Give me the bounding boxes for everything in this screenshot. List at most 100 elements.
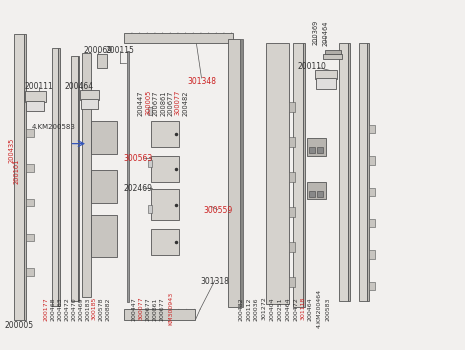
Text: 200861: 200861 bbox=[160, 90, 166, 116]
Bar bbox=[148, 160, 152, 167]
Bar bbox=[348, 43, 350, 301]
Text: 200112: 200112 bbox=[246, 298, 251, 321]
Text: 200069: 200069 bbox=[84, 46, 113, 55]
Bar bbox=[81, 99, 98, 109]
Bar bbox=[309, 191, 315, 197]
Text: 200101: 200101 bbox=[13, 159, 20, 184]
Text: 200369: 200369 bbox=[313, 20, 319, 46]
Bar bbox=[27, 164, 34, 172]
Text: 200677: 200677 bbox=[159, 298, 165, 321]
Text: 200111: 200111 bbox=[25, 82, 53, 91]
Bar bbox=[58, 48, 60, 306]
Bar bbox=[24, 34, 27, 320]
Text: 200005: 200005 bbox=[5, 321, 34, 330]
Bar bbox=[25, 91, 46, 102]
Text: 300077: 300077 bbox=[175, 90, 181, 115]
Bar bbox=[369, 282, 375, 290]
Bar bbox=[369, 250, 375, 259]
Bar bbox=[124, 33, 232, 43]
Bar bbox=[152, 156, 179, 182]
Text: 200583: 200583 bbox=[326, 298, 331, 321]
Text: 200468: 200468 bbox=[51, 298, 56, 321]
Bar bbox=[369, 188, 375, 196]
Bar bbox=[152, 121, 179, 147]
Bar bbox=[307, 182, 326, 199]
Text: 4.KM200464: 4.KM200464 bbox=[317, 289, 322, 328]
Bar bbox=[27, 101, 44, 111]
Text: 200464: 200464 bbox=[285, 298, 290, 321]
Bar bbox=[289, 137, 295, 147]
Bar bbox=[289, 207, 295, 217]
Bar bbox=[152, 229, 179, 255]
Bar bbox=[97, 54, 107, 68]
Text: 200677: 200677 bbox=[153, 90, 159, 116]
Text: 200677: 200677 bbox=[146, 298, 151, 321]
Bar bbox=[91, 215, 117, 257]
Bar bbox=[148, 205, 152, 213]
Text: 4.KM200583: 4.KM200583 bbox=[32, 124, 76, 130]
Bar bbox=[71, 56, 78, 301]
Text: 200464: 200464 bbox=[64, 82, 93, 91]
Text: 300559: 300559 bbox=[203, 206, 232, 215]
Bar bbox=[27, 199, 34, 206]
Bar bbox=[369, 156, 375, 164]
Bar bbox=[228, 39, 240, 307]
Bar bbox=[317, 78, 336, 89]
Text: 300077: 300077 bbox=[139, 297, 144, 320]
Bar bbox=[52, 48, 58, 306]
Bar bbox=[14, 34, 24, 320]
Bar bbox=[339, 43, 348, 301]
Bar bbox=[127, 51, 129, 302]
Bar bbox=[293, 43, 303, 307]
Text: KM300943: KM300943 bbox=[168, 292, 173, 325]
Text: 200482: 200482 bbox=[182, 90, 188, 116]
Text: 200472: 200472 bbox=[65, 298, 70, 321]
Text: 200110: 200110 bbox=[298, 62, 327, 71]
Text: 200469: 200469 bbox=[79, 298, 84, 321]
Bar bbox=[289, 277, 295, 287]
Text: 200463: 200463 bbox=[58, 298, 63, 321]
Bar bbox=[317, 147, 324, 153]
Text: 300185: 300185 bbox=[92, 297, 97, 320]
Bar bbox=[307, 138, 326, 156]
Text: 301348: 301348 bbox=[187, 77, 216, 86]
Text: 200470: 200470 bbox=[72, 298, 77, 321]
Bar bbox=[82, 53, 91, 297]
Bar bbox=[359, 43, 367, 301]
Bar bbox=[324, 54, 342, 59]
Bar bbox=[266, 43, 289, 304]
Bar bbox=[289, 172, 295, 182]
Bar bbox=[91, 121, 117, 154]
Text: 300563: 300563 bbox=[123, 154, 152, 163]
Text: 200578: 200578 bbox=[99, 298, 104, 321]
Text: 200447: 200447 bbox=[138, 90, 144, 116]
Bar bbox=[369, 219, 375, 227]
Bar bbox=[325, 50, 340, 54]
Bar bbox=[369, 125, 375, 133]
Bar bbox=[317, 191, 324, 197]
Bar bbox=[309, 147, 315, 153]
Bar bbox=[240, 39, 243, 307]
Bar bbox=[367, 43, 369, 301]
Bar bbox=[152, 189, 179, 220]
Text: 300005: 300005 bbox=[145, 90, 151, 115]
Bar bbox=[289, 103, 295, 112]
Bar bbox=[78, 56, 79, 301]
Bar bbox=[91, 170, 117, 203]
Text: 200036: 200036 bbox=[254, 298, 259, 321]
Bar bbox=[27, 129, 34, 136]
Bar bbox=[27, 268, 34, 276]
Text: 200447: 200447 bbox=[132, 298, 137, 321]
Bar bbox=[315, 70, 337, 79]
Text: 200464: 200464 bbox=[322, 20, 328, 46]
Bar bbox=[289, 242, 295, 252]
Text: 301118: 301118 bbox=[300, 297, 306, 320]
Bar bbox=[148, 107, 152, 115]
Text: 301272: 301272 bbox=[262, 297, 266, 320]
Bar bbox=[303, 43, 306, 307]
Text: 200177: 200177 bbox=[44, 298, 49, 321]
Text: 200861: 200861 bbox=[153, 298, 158, 321]
Text: 200183: 200183 bbox=[86, 298, 91, 321]
Text: 200482: 200482 bbox=[239, 298, 243, 321]
Bar bbox=[80, 90, 99, 100]
